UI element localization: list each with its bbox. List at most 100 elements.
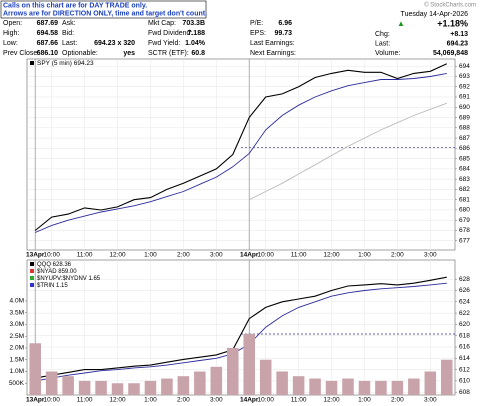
series-line: [248, 102, 447, 201]
y2-tick-label: 500K: [9, 380, 25, 387]
x-tick-label: 10:00: [258, 252, 275, 259]
quote-value: 60.8: [191, 50, 205, 57]
quote-value: yes: [123, 50, 135, 57]
y-tick-label: 614: [459, 355, 470, 362]
quote-label: Optionable:: [62, 50, 98, 57]
y-tick-label: 610: [459, 378, 470, 385]
date: Tuesday 14-Apr-2026: [401, 11, 469, 18]
x-tick-label: 2:00: [177, 252, 190, 259]
quote-value: 694.23 x 320: [94, 40, 135, 47]
x-tick-label: 10:00: [44, 252, 61, 259]
volume-bar: [441, 359, 453, 395]
y2-tick-label: 2.5M: [10, 333, 24, 340]
series-line: [34, 63, 448, 231]
y-tick-label: 690: [459, 104, 470, 111]
x-tick-label: 2:00: [177, 397, 190, 404]
x-tick-label: 1:00: [358, 397, 371, 404]
volume-bar: [177, 376, 190, 395]
summary-value: 694.23: [447, 40, 469, 47]
y-tick-label: 692: [459, 83, 470, 90]
y-tick-label: 678: [459, 227, 470, 234]
quote-value: 694.58: [37, 30, 59, 37]
x-tick-label: 2:00: [391, 397, 404, 404]
notice: Calls on this chart are for DAY TRADE on…: [3, 2, 147, 9]
x-tick-label: 11:00: [77, 252, 93, 259]
legend-label: SPY (5 min) 694.23: [37, 60, 94, 67]
x-tick-label: 1:00: [144, 252, 157, 259]
x-tick-label: 1:00: [144, 397, 157, 404]
y-tick-label: 682: [459, 186, 470, 193]
y-tick-label: 616: [459, 344, 470, 351]
y-tick-label: 620: [459, 321, 470, 328]
y-tick-label: 618: [459, 332, 470, 339]
legend-icon: [30, 276, 34, 280]
quote-value: 703.3B: [182, 20, 205, 27]
y2-tick-label: 4.0M: [10, 298, 24, 305]
volume-bar: [276, 371, 288, 395]
volume-bar: [292, 376, 305, 395]
y-tick-label: 691: [459, 94, 470, 101]
volume-bar: [45, 371, 58, 395]
y-tick-label: 680: [459, 207, 470, 214]
volume-bar: [358, 380, 371, 395]
x-tick-label: 14Apr: [240, 252, 259, 259]
quote-label: Prev Close:: [3, 50, 39, 57]
x-tick-label: 3:00: [424, 397, 437, 404]
quote-value: 687.69: [37, 20, 59, 27]
volume-bar: [227, 347, 239, 395]
volume-bar: [424, 371, 437, 395]
x-tick-label: 3:00: [210, 252, 223, 259]
y2-tick-label: 3.5M: [10, 309, 24, 316]
x-tick-label: 12:00: [323, 252, 340, 259]
y-tick-label: 626: [459, 287, 470, 294]
legend-icon: [30, 269, 34, 273]
x-tick-label: 14Apr: [240, 397, 259, 404]
volume-bar: [375, 380, 387, 395]
quote-label: Last:: [62, 40, 77, 47]
y-tick-label: 608: [459, 389, 470, 396]
watermark: © StockCharts.com: [424, 2, 476, 9]
y2-tick-label: 3.0M: [10, 321, 24, 328]
volume-bar: [259, 359, 272, 395]
y-tick-label: 612: [459, 366, 470, 373]
summary-label: Chg:: [375, 31, 390, 38]
y-tick-label: 687: [459, 135, 470, 142]
x-tick-label: 12:00: [109, 397, 126, 404]
volume-bar: [62, 376, 74, 395]
summary-label: Last:: [375, 40, 390, 47]
summary-value: 54,069,848: [433, 50, 468, 57]
legend-icon: [30, 61, 34, 65]
x-tick-label: 3:00: [210, 397, 223, 404]
x-tick-label: 10:00: [44, 397, 61, 404]
x-tick-label: 1:00: [358, 252, 371, 259]
notice: Arrows are for DIRECTION ONLY, time and …: [3, 10, 207, 17]
volume-bar: [29, 343, 41, 395]
summary-label: Volume:: [375, 50, 400, 57]
x-tick-label: 11:00: [77, 397, 93, 404]
legend-label: $NYAD 859.00: [37, 269, 77, 275]
quote-label: Bid:: [62, 30, 74, 37]
x-tick-label: 12:00: [323, 397, 340, 404]
y-tick-label: 689: [459, 114, 470, 121]
quote-label: High:: [3, 30, 19, 37]
volume-bar: [161, 378, 173, 395]
quote-label: Last Earnings:: [250, 40, 295, 47]
volume-bar: [342, 378, 354, 395]
volume-bar: [194, 371, 206, 395]
summary-value: +8.13: [450, 31, 468, 38]
x-tick-label: 3:00: [424, 252, 437, 259]
y2-tick-label: 1.0M: [10, 368, 24, 375]
legend-label: $NYUPV:$NYDNV 1.65: [37, 276, 101, 282]
y2-tick-label: 1.5M: [10, 356, 24, 363]
volume-bar: [325, 380, 338, 395]
series-line: [35, 72, 447, 233]
legend-icon: [30, 262, 34, 266]
y-tick-label: 679: [459, 217, 470, 224]
y-tick-label: 628: [459, 276, 470, 283]
plot-frame: [26, 58, 456, 251]
quote-label: Fwd Yield:: [148, 40, 180, 47]
volume-bar: [111, 383, 124, 395]
series-line: [35, 276, 447, 379]
volume-bar: [391, 380, 404, 395]
